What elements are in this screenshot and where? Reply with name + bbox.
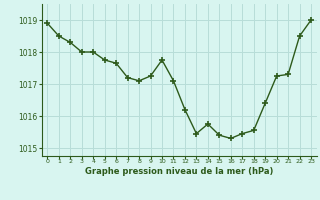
X-axis label: Graphe pression niveau de la mer (hPa): Graphe pression niveau de la mer (hPa) (85, 167, 273, 176)
